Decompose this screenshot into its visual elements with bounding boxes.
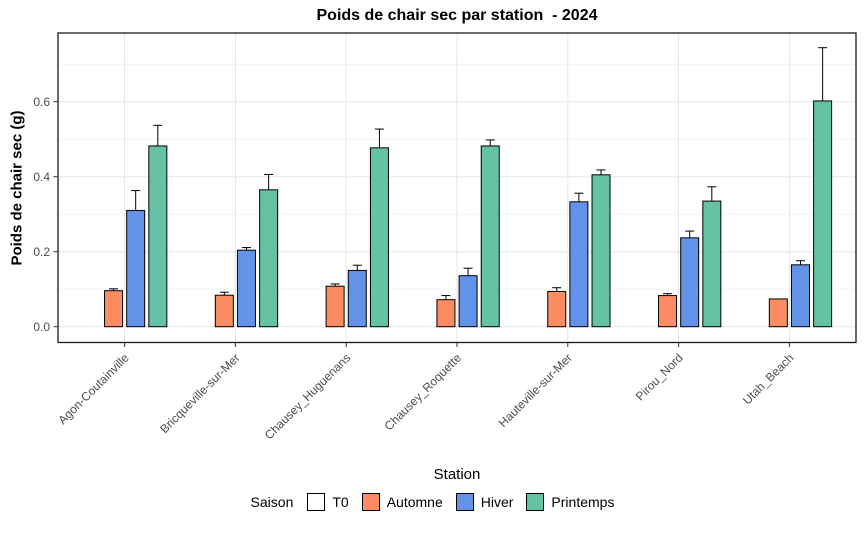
legend-title: Saison <box>250 494 294 510</box>
bar-Automne-3 <box>436 299 456 328</box>
bar-Hiver-2 <box>347 269 367 328</box>
legend-swatch-Automne <box>361 493 380 511</box>
bar-Printemps-2 <box>369 147 389 328</box>
bar-Hiver-6 <box>790 264 810 328</box>
bar-Hiver-3 <box>458 275 478 328</box>
y-tick-label: 0.4 <box>33 170 50 184</box>
x-tick-label: Chausey_Roquette <box>382 350 465 433</box>
bar-Hiver-5 <box>680 237 700 328</box>
x-tick-label: Bricqueville-sur-Mer <box>157 351 242 436</box>
x-tick-label: Agon-Coutainville <box>55 350 132 427</box>
bar-Automne-5 <box>658 295 678 328</box>
legend-swatch-Printemps <box>526 493 545 511</box>
bar-Printemps-6 <box>813 100 833 328</box>
legend-label-Hiver: Hiver <box>480 494 514 510</box>
y-tick-label: 0.0 <box>33 320 50 334</box>
legend-items: T0 Automne Hiver Printemps <box>307 493 614 511</box>
x-tick-label: Pirou_Nord <box>633 351 686 404</box>
bar-Automne-0 <box>104 290 124 328</box>
chart-title: Poids de chair sec par station - 2024 <box>316 7 598 24</box>
y-tick-label: 0.2 <box>33 245 50 259</box>
x-axis-title: Station <box>433 466 481 483</box>
legend-item-Automne: Automne <box>361 493 443 511</box>
bar-Printemps-0 <box>148 145 168 328</box>
bar-Printemps-1 <box>259 189 279 328</box>
bar-Automne-1 <box>214 294 234 328</box>
bar-Printemps-4 <box>591 174 611 328</box>
bar-Printemps-5 <box>702 200 722 328</box>
bar-Hiver-1 <box>236 249 256 328</box>
bar-Automne-4 <box>547 290 567 328</box>
bar-Hiver-0 <box>126 209 146 328</box>
legend-swatch-Hiver <box>455 493 474 511</box>
y-axis-title: Poids de chair sec (g) <box>8 110 26 266</box>
legend-item-T0: T0 <box>307 493 349 511</box>
legend-item-Printemps: Printemps <box>526 493 614 511</box>
legend-item-Hiver: Hiver <box>455 493 514 511</box>
bar-Hiver-4 <box>569 201 589 328</box>
legend: Saison T0 Automne Hiver Printemps <box>0 493 865 511</box>
legend-label-T0: T0 <box>332 494 349 510</box>
legend-label-Printemps: Printemps <box>551 494 615 510</box>
legend-swatch-T0 <box>307 493 326 511</box>
y-tick-label: 0.6 <box>33 95 50 109</box>
x-tick-label: Chausey_Huguenans <box>262 351 354 443</box>
bar-Automne-6 <box>768 298 788 328</box>
x-tick-label: Utah_Beach <box>740 351 797 408</box>
bar-Automne-2 <box>325 285 345 328</box>
x-tick-label: Hauteville-sur-Mer <box>496 351 575 430</box>
bar-Printemps-3 <box>480 145 500 328</box>
legend-label-Automne: Automne <box>386 494 443 510</box>
